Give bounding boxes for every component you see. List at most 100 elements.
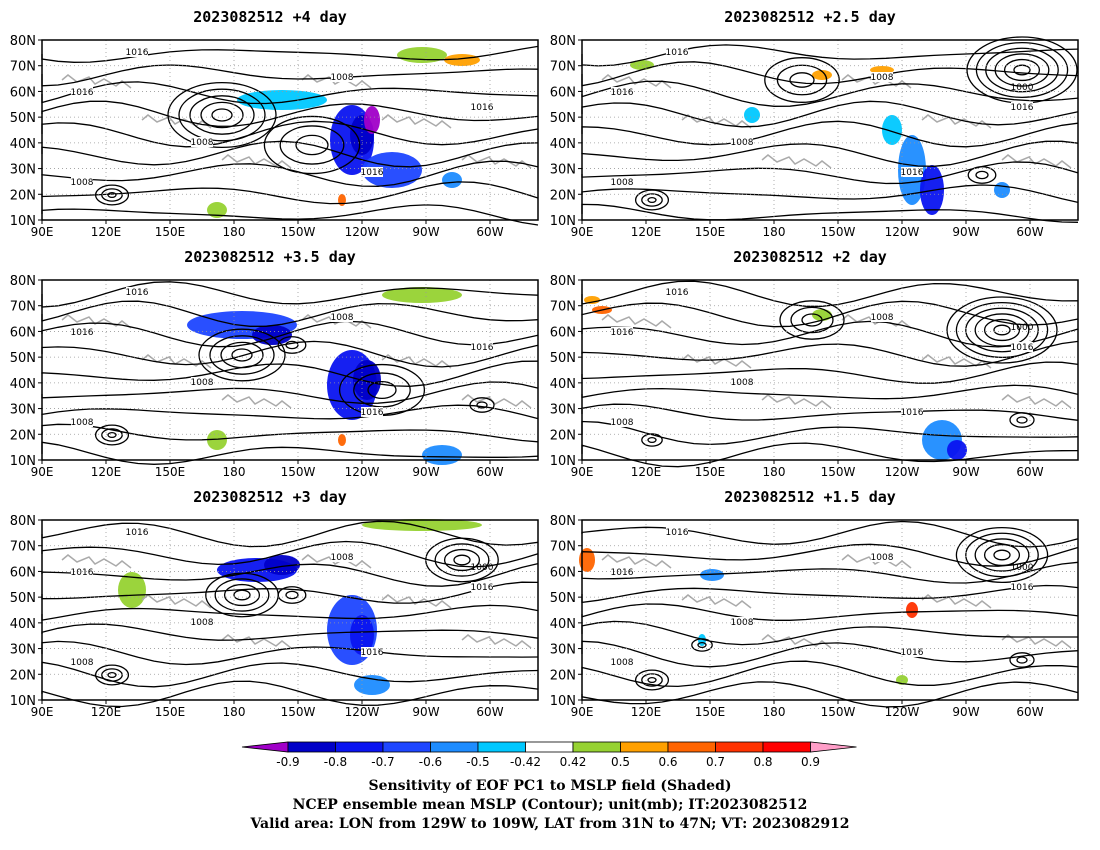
sensitivity-shading — [994, 182, 1010, 198]
contour-label-bg — [71, 657, 93, 667]
isobar-center — [476, 401, 488, 409]
lat-label: 40N — [10, 377, 36, 392]
sensitivity-shading — [264, 555, 300, 575]
plot-area: 101610081016100810161008101680N70N60N50N… — [10, 34, 539, 238]
panel-title: 2023082512 +4 day — [193, 8, 347, 26]
isobar-contour — [41, 623, 539, 641]
coastline — [841, 314, 912, 329]
sensitivity-shading — [812, 70, 832, 80]
isobar-center — [101, 188, 123, 202]
lat-label: 80N — [550, 34, 576, 49]
isobar-center — [634, 189, 670, 211]
contour-label-bg — [126, 47, 148, 57]
colorbar-tick-label: 0.6 — [658, 755, 677, 769]
lat-label: 60N — [550, 85, 576, 100]
isobar-center — [107, 671, 117, 679]
panel-title: 2023082512 +2.5 day — [724, 8, 896, 26]
lat-label: 70N — [10, 60, 36, 75]
contour-label-bg — [666, 527, 688, 537]
plot-frame — [581, 279, 1079, 461]
coastline — [461, 394, 532, 409]
lon-label: 150W — [281, 225, 316, 238]
colorbar-segment — [620, 741, 669, 753]
coastline — [301, 74, 372, 89]
contour-label-bg — [71, 327, 93, 337]
isobar-center — [277, 586, 307, 604]
sensitivity-shading — [882, 115, 902, 145]
lon-label: 60W — [476, 705, 503, 718]
lon-label: 120W — [345, 225, 380, 238]
sensitivity-shading — [397, 47, 447, 63]
isobar-center — [189, 95, 255, 135]
lon-label: 150W — [281, 465, 316, 478]
contour-label: 1016 — [126, 528, 149, 538]
plot-area: 1016100810161008101610081016100080N70N60… — [550, 34, 1079, 238]
isobar-center — [220, 341, 264, 369]
isobar-contour — [41, 45, 539, 63]
lat-label: 70N — [550, 300, 576, 315]
contour-label-bg — [901, 647, 923, 657]
lat-label: 20N — [550, 668, 576, 683]
sensitivity-shading — [422, 445, 462, 465]
lon-label: 90E — [571, 465, 594, 478]
isobar-center — [214, 578, 270, 612]
isobar-center — [453, 554, 471, 566]
plot-frame — [41, 519, 539, 701]
lat-label: 20N — [10, 188, 36, 203]
isobar-center — [691, 638, 713, 652]
contour-label: 1008 — [871, 73, 894, 83]
lon-label: 150E — [695, 705, 726, 718]
coastline — [221, 634, 292, 649]
colorbar-segment — [430, 741, 479, 753]
isobar-contour — [581, 403, 1079, 421]
contour-label: 1000 — [1011, 83, 1034, 93]
isobar-center — [353, 372, 411, 408]
lat-label: 70N — [10, 300, 36, 315]
contour-label-bg — [901, 167, 923, 177]
lat-label: 50N — [10, 591, 36, 606]
isobar-center — [994, 53, 1050, 87]
map-panel: 2023082512 +4 day 1016 1008 1016 1008 1016 10… — [0, 8, 540, 238]
plot-area: 1016100810161008101610081016100080N70N60… — [550, 274, 1079, 478]
isobar-center — [1016, 416, 1028, 424]
isobar-center — [993, 549, 1011, 561]
lat-label: 40N — [10, 617, 36, 632]
contour-label-bg — [871, 72, 893, 82]
colorbar-arrow-left — [241, 741, 289, 753]
isobar-center — [167, 81, 277, 149]
contour-label-bg — [731, 377, 753, 387]
contour-label-bg — [361, 407, 383, 417]
map-panel: 2023082512 +2.5 day 1016 1008 1016 1008 1016… — [540, 8, 1080, 238]
lon-label: 120W — [885, 705, 920, 718]
contour-label: 1016 — [611, 328, 634, 338]
plot-background — [42, 40, 538, 220]
isobar-center — [285, 590, 299, 600]
plot-area: 101610081016100810161008101680N70N60N50N… — [10, 274, 539, 478]
isobar-center — [967, 166, 997, 184]
isobar-contour — [41, 320, 539, 348]
lat-label: 60N — [10, 85, 36, 100]
isobar-center — [993, 324, 1011, 336]
contour-label-bg — [611, 417, 633, 427]
colorbar-arrow-right — [810, 741, 857, 753]
panel-title: 2023082512 +3 day — [193, 488, 347, 506]
lat-label: 70N — [550, 540, 576, 555]
contour-label: 1016 — [126, 288, 149, 298]
sensitivity-shading — [353, 360, 381, 400]
colorbar-tick-label: 0.9 — [801, 755, 820, 769]
lon-label: 120E — [631, 705, 662, 718]
isobar-center — [697, 641, 707, 649]
lon-label: 180 — [763, 465, 786, 478]
contour-label-bg — [611, 327, 633, 337]
isobar-center — [790, 306, 834, 334]
isobar-center — [634, 669, 670, 691]
lat-label: 30N — [10, 643, 36, 658]
contour-label: 1000 — [1011, 563, 1034, 573]
isobar-contour — [581, 603, 1079, 621]
isobar-center — [94, 424, 130, 446]
lat-label: 30N — [10, 163, 36, 178]
coastline — [761, 634, 832, 649]
plot-background — [42, 280, 538, 460]
contour-label: 1008 — [611, 658, 634, 668]
contour-label: 1016 — [1011, 583, 1034, 593]
